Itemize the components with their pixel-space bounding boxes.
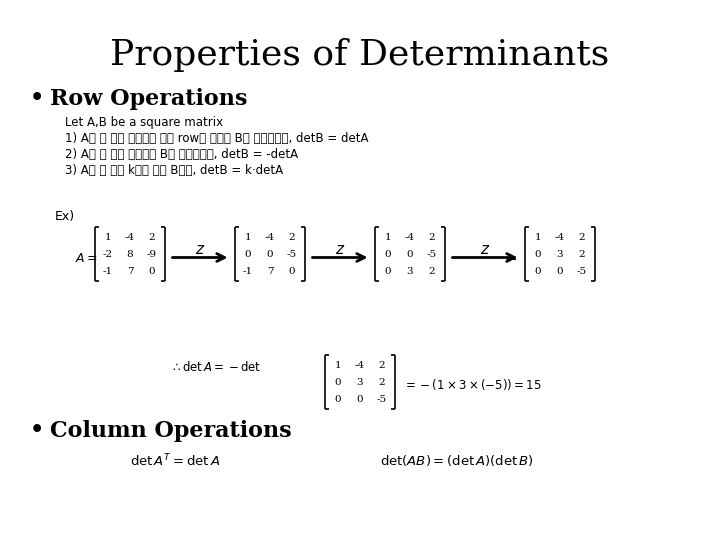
Text: -4: -4	[125, 233, 135, 241]
Text: $\det A^T = \det A$: $\det A^T = \det A$	[130, 453, 220, 470]
Text: -5: -5	[427, 249, 437, 259]
Text: Ex): Ex)	[55, 210, 75, 223]
Text: 2: 2	[149, 233, 156, 241]
Text: $\mathbf{\mathit{z}}$: $\mathbf{\mathit{z}}$	[480, 242, 490, 257]
Text: 2: 2	[289, 233, 295, 241]
Text: Properties of Determinants: Properties of Determinants	[110, 38, 610, 72]
Text: -5: -5	[377, 395, 387, 403]
Text: 7: 7	[266, 267, 274, 275]
Text: 3: 3	[557, 249, 563, 259]
Text: 7: 7	[127, 267, 133, 275]
Text: 0: 0	[245, 249, 251, 259]
Text: 1: 1	[245, 233, 251, 241]
Text: •: •	[30, 420, 44, 440]
Text: 0: 0	[356, 395, 364, 403]
Text: 1: 1	[384, 233, 391, 241]
Text: $-$: $-$	[504, 251, 518, 265]
Text: 8: 8	[127, 249, 133, 259]
Text: $A=$: $A=$	[75, 252, 98, 265]
Text: Let A,B be a square matrix: Let A,B be a square matrix	[65, 116, 223, 129]
Text: -5: -5	[287, 249, 297, 259]
Text: -1: -1	[103, 267, 113, 275]
Text: -4: -4	[355, 361, 365, 369]
Text: 2: 2	[428, 267, 436, 275]
Text: -2: -2	[103, 249, 113, 259]
Text: Row Operations: Row Operations	[50, 88, 248, 110]
Text: 0: 0	[535, 249, 541, 259]
Text: •: •	[30, 88, 44, 108]
Text: $\mathbf{\mathit{z}}$: $\mathbf{\mathit{z}}$	[335, 242, 345, 257]
Text: 0: 0	[557, 267, 563, 275]
Text: $\mathbf{\mathit{z}}$: $\mathbf{\mathit{z}}$	[195, 242, 205, 257]
Text: 1) A의 한 행의 실수배가 다른 row에 더해져 B를 만들었다면, detB = detA: 1) A의 한 행의 실수배가 다른 row에 더해져 B를 만들었다면, de…	[65, 132, 369, 145]
Text: -4: -4	[555, 233, 565, 241]
Text: -4: -4	[405, 233, 415, 241]
Text: -5: -5	[577, 267, 587, 275]
Text: 0: 0	[289, 267, 295, 275]
Text: 1: 1	[335, 361, 341, 369]
Text: $= -(1\times3\times(-5)) = 15$: $= -(1\times3\times(-5)) = 15$	[402, 377, 541, 392]
Text: 2: 2	[579, 249, 585, 259]
Text: 1: 1	[535, 233, 541, 241]
Text: 3: 3	[407, 267, 413, 275]
Text: -1: -1	[243, 267, 253, 275]
Text: 0: 0	[335, 377, 341, 387]
Text: Column Operations: Column Operations	[50, 420, 292, 442]
Text: 2: 2	[379, 361, 385, 369]
Text: 1: 1	[104, 233, 112, 241]
Text: 0: 0	[149, 267, 156, 275]
Text: 0: 0	[335, 395, 341, 403]
Text: 0: 0	[384, 249, 391, 259]
Text: $\det(AB) = (\det A)(\det B)$: $\det(AB) = (\det A)(\det B)$	[380, 453, 534, 468]
Text: 3: 3	[356, 377, 364, 387]
Text: 2: 2	[579, 233, 585, 241]
Text: 3) A의 한 행이 k배된 것이 B라면, detB = k·detA: 3) A의 한 행이 k배된 것이 B라면, detB = k·detA	[65, 164, 283, 177]
Text: 0: 0	[266, 249, 274, 259]
Text: 0: 0	[384, 267, 391, 275]
Text: -9: -9	[147, 249, 157, 259]
Text: 0: 0	[535, 267, 541, 275]
Text: 2: 2	[379, 377, 385, 387]
Text: 0: 0	[407, 249, 413, 259]
Text: -4: -4	[265, 233, 275, 241]
Text: $\therefore \det A = -\det$: $\therefore \det A = -\det$	[170, 360, 261, 374]
Text: 2: 2	[428, 233, 436, 241]
Text: 2) A의 두 행이 교환되어 B를 생성했다면, detB = -detA: 2) A의 두 행이 교환되어 B를 생성했다면, detB = -detA	[65, 148, 298, 161]
